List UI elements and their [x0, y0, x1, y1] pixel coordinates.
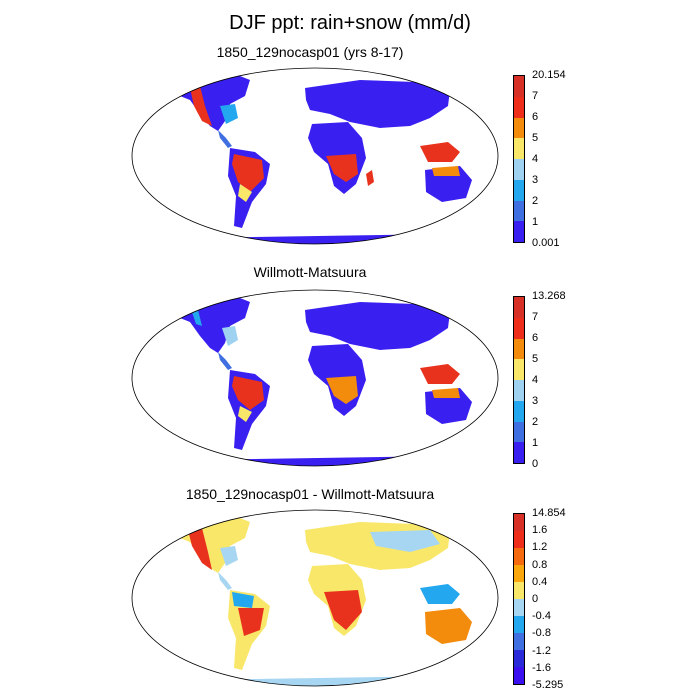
colorbar-label: 6: [532, 111, 539, 123]
panel-2-colorbar: [513, 296, 525, 464]
colorbar-segment: [514, 442, 524, 463]
colorbar-label: -5.295: [532, 679, 564, 691]
north-america-east: [220, 104, 238, 124]
eurasia-landmass: [305, 302, 450, 350]
panel-3-colorbar: [513, 513, 525, 685]
colorbar-label: 7: [532, 90, 539, 102]
colorbar-segment: [514, 138, 524, 159]
maritime-continent: [420, 142, 460, 162]
central-america: [218, 352, 232, 370]
south-america-north: [232, 592, 254, 608]
colorbar-segment: [514, 582, 524, 599]
colorbar-label: 6: [532, 332, 539, 344]
madagascar: [366, 170, 374, 186]
south-america-transition: [238, 406, 252, 422]
colorbar-segment: [514, 565, 524, 582]
colorbar-label: 1.2: [532, 541, 548, 554]
africa-positive: [324, 590, 362, 630]
australia-landmass: [425, 608, 472, 644]
colorbar-segment: [514, 117, 524, 139]
south-america-positive: [238, 608, 264, 636]
colorbar-segment: [514, 338, 524, 360]
colorbar-label: 5: [532, 132, 539, 144]
africa-wet: [326, 154, 358, 182]
colorbar-label: 0: [532, 593, 539, 605]
colorbar-label: 0.001: [532, 237, 560, 249]
colorbar-label: 5: [532, 353, 539, 365]
panel-2-map: [131, 289, 499, 467]
central-america: [218, 572, 232, 590]
panel-1-colorbar: [513, 75, 525, 243]
north-america-west-coast: [192, 310, 202, 326]
panel-1-map: [131, 67, 499, 245]
colorbar-label: 7: [532, 311, 539, 323]
colorbar-label: 14.854: [532, 507, 566, 519]
africa-wet: [326, 376, 358, 404]
colorbar-segment: [514, 616, 524, 633]
colorbar-segment: [514, 633, 524, 650]
colorbar-label: -0.8: [532, 627, 551, 640]
maritime-continent: [420, 584, 460, 604]
colorbar-label: 0: [532, 458, 539, 470]
colorbar-segment: [514, 96, 524, 118]
colorbar-label: 0.4: [532, 575, 548, 588]
north-america-landmass: [175, 74, 250, 131]
colorbar-segment: [514, 380, 524, 401]
north-america-east: [220, 546, 238, 566]
colorbar-segment: [514, 76, 524, 97]
colorbar-label: 0.8: [532, 558, 548, 571]
colorbar-segment: [514, 400, 524, 422]
australia-north: [432, 166, 460, 176]
south-america-transition: [238, 184, 252, 202]
australia-north: [432, 388, 460, 398]
colorbar-segment: [514, 667, 524, 684]
north-america-east: [222, 326, 238, 346]
colorbar-label: 1: [532, 437, 539, 449]
colorbar-segment: [514, 650, 524, 667]
north-america-west-coast: [190, 86, 212, 126]
colorbar-label: 4: [532, 153, 539, 165]
eurasia-negative: [370, 530, 440, 552]
colorbar-label: -0.4: [532, 610, 551, 623]
panel-1-title: 1850_129nocasp01 (yrs 8-17): [216, 44, 404, 60]
colorbar-label: 13.268: [532, 290, 566, 302]
north-america-landmass: [175, 296, 250, 353]
south-america-wet: [232, 154, 264, 192]
colorbar-label: 4: [532, 374, 539, 386]
main-title: DJF ppt: rain+snow (mm/d): [229, 12, 471, 34]
colorbar-segment: [514, 548, 524, 565]
colorbar-segment: [514, 531, 524, 548]
colorbar-label: 2: [532, 195, 539, 207]
colorbar-segment: [514, 297, 524, 318]
colorbar-segment: [514, 317, 524, 339]
colorbar-label: -1.6: [532, 661, 551, 674]
colorbar-segment: [514, 421, 524, 443]
colorbar-segment: [514, 159, 524, 180]
colorbar-segment: [514, 200, 524, 222]
north-america-landmass: [175, 516, 250, 573]
south-america-wet: [232, 376, 264, 410]
eurasia-landmass: [305, 80, 450, 128]
colorbar-label: 3: [532, 395, 539, 407]
colorbar-segment: [514, 599, 524, 616]
maritime-continent: [420, 364, 460, 384]
colorbar-label: 20.154: [532, 69, 566, 81]
colorbar-segment: [514, 179, 524, 201]
colorbar-label: 2: [532, 416, 539, 428]
colorbar-segment: [514, 514, 524, 531]
panel-3-title: 1850_129nocasp01 - Willmott-Matsuura: [185, 486, 435, 502]
panel-3-map: [131, 509, 499, 687]
colorbar-label: -1.2: [532, 644, 551, 657]
colorbar-label: 3: [532, 174, 539, 186]
colorbar-segment: [514, 359, 524, 380]
north-america-west-coast: [188, 528, 212, 570]
central-america: [218, 130, 232, 148]
colorbar-label: 1: [532, 216, 539, 228]
colorbar-label: 1.6: [532, 524, 548, 537]
colorbar-segment: [514, 221, 524, 242]
panel-2-title: Willmott-Matsuura: [253, 264, 367, 280]
